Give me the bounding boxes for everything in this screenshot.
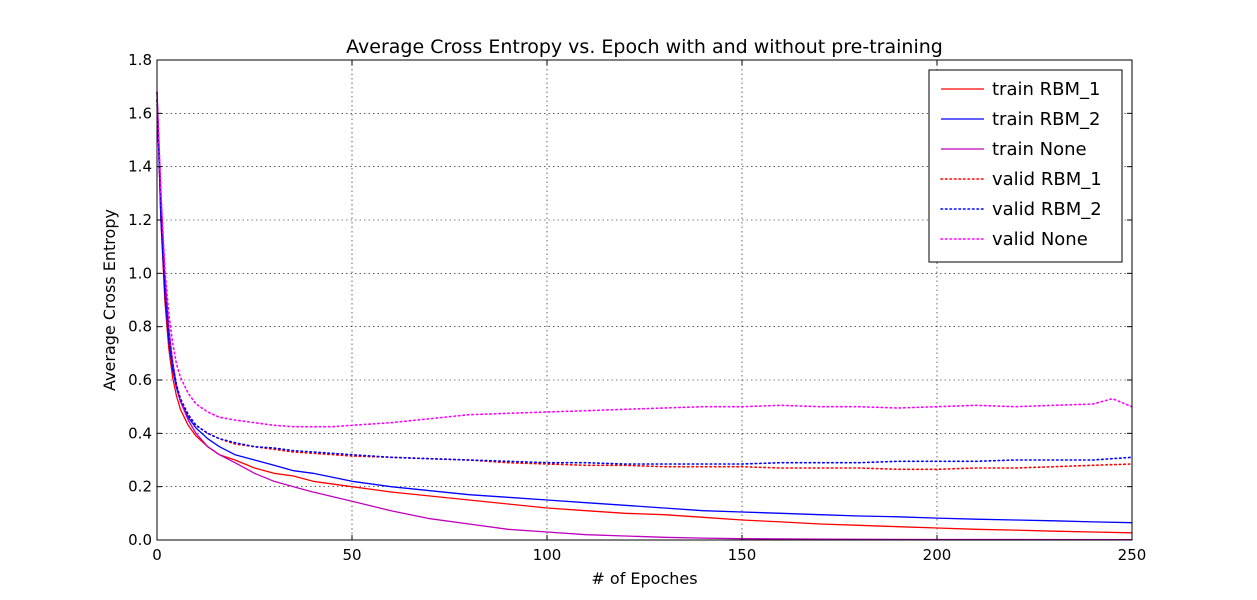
x-tick-label: 250 — [1118, 546, 1147, 564]
legend-label-1: train RBM_2 — [992, 109, 1100, 130]
y-tick-label: 0.0 — [128, 531, 152, 549]
y-tick-label: 0.8 — [128, 318, 152, 336]
series-line-5 — [156, 91, 1133, 428]
y-axis-label: Average Cross Entropy — [100, 209, 119, 391]
series-layer — [156, 91, 1133, 541]
y-tick-label: 1.6 — [128, 104, 152, 122]
legend-label-0: train RBM_1 — [992, 79, 1100, 100]
x-axis-label: # of Epoches — [591, 569, 697, 588]
axis-ticks: 0 50 100 150 200 250 0.0 0.2 0.4 0.6 0.8 1.0 1.2 1.4 1… — [128, 51, 1146, 564]
series-line-2 — [156, 91, 1133, 541]
y-tick-label: 1.8 — [128, 51, 152, 69]
legend-label-5: valid None — [992, 229, 1088, 250]
legend-box — [928, 69, 1123, 263]
y-tick-label: 0.2 — [128, 478, 152, 496]
y-tick-label: 1.4 — [128, 158, 152, 176]
x-tick-label: 200 — [923, 546, 952, 564]
chart-title: Average Cross Entropy vs. Epoch with and… — [346, 36, 943, 58]
x-tick-label: 0 — [152, 546, 162, 564]
x-tick-label: 100 — [533, 546, 562, 564]
plot-frame — [156, 59, 1133, 541]
legend-label-4: valid RBM_2 — [992, 199, 1102, 220]
y-tick-label: 1.2 — [128, 211, 152, 229]
y-tick-label: 0.4 — [128, 424, 152, 442]
y-tick-label: 1.0 — [128, 264, 152, 282]
x-tick-label: 50 — [342, 546, 361, 564]
x-tick-label: 150 — [728, 546, 757, 564]
legend-label-2: train None — [992, 139, 1087, 160]
series-line-0 — [156, 91, 1133, 534]
y-tick-label: 0.6 — [128, 371, 152, 389]
legend-label-3: valid RBM_1 — [992, 169, 1102, 190]
